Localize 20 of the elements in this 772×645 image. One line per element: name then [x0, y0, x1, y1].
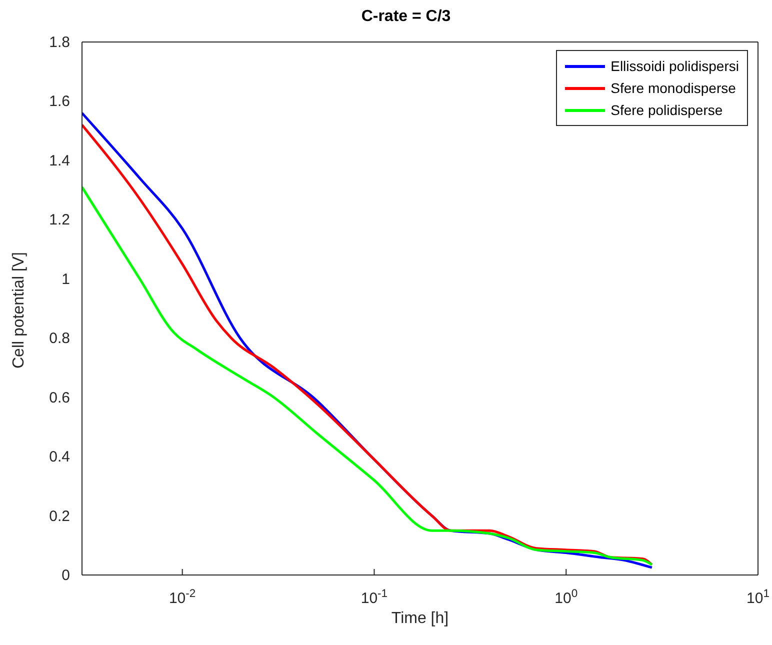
y-tick-label: 0.8: [49, 330, 70, 348]
y-tick-label: 0.6: [49, 389, 70, 406]
chart-title: C-rate = C/3: [360, 8, 452, 26]
y-tick-label: 0.2: [49, 508, 70, 525]
y-tick-label: 1.6: [49, 93, 70, 110]
y-tick-label: 1.4: [49, 152, 70, 170]
y-tick-label: 1: [62, 270, 70, 288]
x-axis-title: Time [h]: [391, 610, 449, 627]
legend-label: Sfere polidisperse: [610, 102, 723, 118]
legend-label: Ellissoidi polidispersi: [610, 58, 739, 74]
x-tick-label: 10$^{-1}$: [360, 588, 388, 607]
x-tick-label: 10$^{1}$: [746, 588, 770, 607]
y-tick-label: 1.8: [49, 34, 70, 51]
x-tick-label: 10$^{0}$: [554, 588, 578, 607]
y-axis-title: Cell potential [V]: [10, 252, 28, 368]
legend-label: Sfere monodisperse: [610, 80, 736, 96]
x-tick-label: 10$^{-2}$: [168, 588, 196, 607]
y-tick-label: 0.4: [49, 448, 70, 466]
y-tick-label: 0: [62, 567, 70, 584]
y-tick-label: 1.2: [49, 212, 70, 229]
